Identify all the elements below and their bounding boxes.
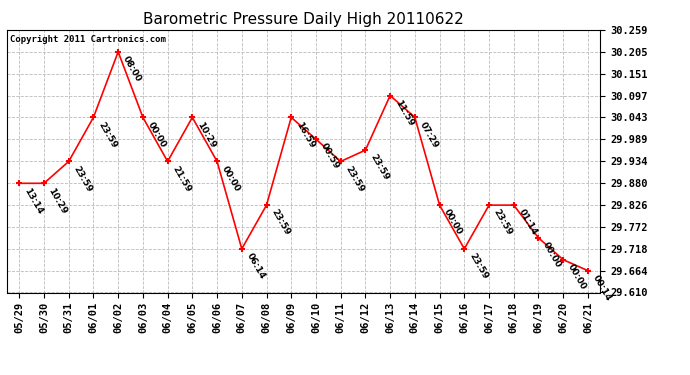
Text: 23:59: 23:59 bbox=[368, 153, 391, 182]
Text: 23:59: 23:59 bbox=[269, 208, 291, 237]
Text: 16:59: 16:59 bbox=[294, 120, 316, 150]
Text: 00:00: 00:00 bbox=[541, 241, 563, 270]
Text: 23:59: 23:59 bbox=[467, 252, 489, 281]
Text: 10:29: 10:29 bbox=[195, 120, 217, 149]
Text: Copyright 2011 Cartronics.com: Copyright 2011 Cartronics.com bbox=[10, 35, 166, 44]
Text: 00:00: 00:00 bbox=[146, 120, 168, 149]
Text: 21:59: 21:59 bbox=[170, 164, 193, 194]
Text: 00:00: 00:00 bbox=[566, 262, 588, 291]
Text: 23:59: 23:59 bbox=[72, 164, 94, 194]
Text: 00:59: 00:59 bbox=[319, 142, 341, 171]
Text: 00:14: 00:14 bbox=[591, 273, 613, 303]
Text: 11:59: 11:59 bbox=[393, 98, 415, 128]
Text: 23:59: 23:59 bbox=[344, 164, 366, 194]
Text: 00:00: 00:00 bbox=[220, 164, 242, 193]
Text: 08:00: 08:00 bbox=[121, 55, 143, 84]
Text: 10:29: 10:29 bbox=[47, 186, 69, 215]
Text: 06:14: 06:14 bbox=[244, 252, 266, 281]
Text: 23:59: 23:59 bbox=[492, 208, 514, 237]
Text: 23:59: 23:59 bbox=[96, 120, 119, 150]
Text: 00:00: 00:00 bbox=[442, 208, 464, 237]
Text: 13:14: 13:14 bbox=[22, 186, 44, 216]
Title: Barometric Pressure Daily High 20110622: Barometric Pressure Daily High 20110622 bbox=[144, 12, 464, 27]
Text: 07:29: 07:29 bbox=[417, 120, 440, 150]
Text: 01:14: 01:14 bbox=[517, 208, 539, 237]
